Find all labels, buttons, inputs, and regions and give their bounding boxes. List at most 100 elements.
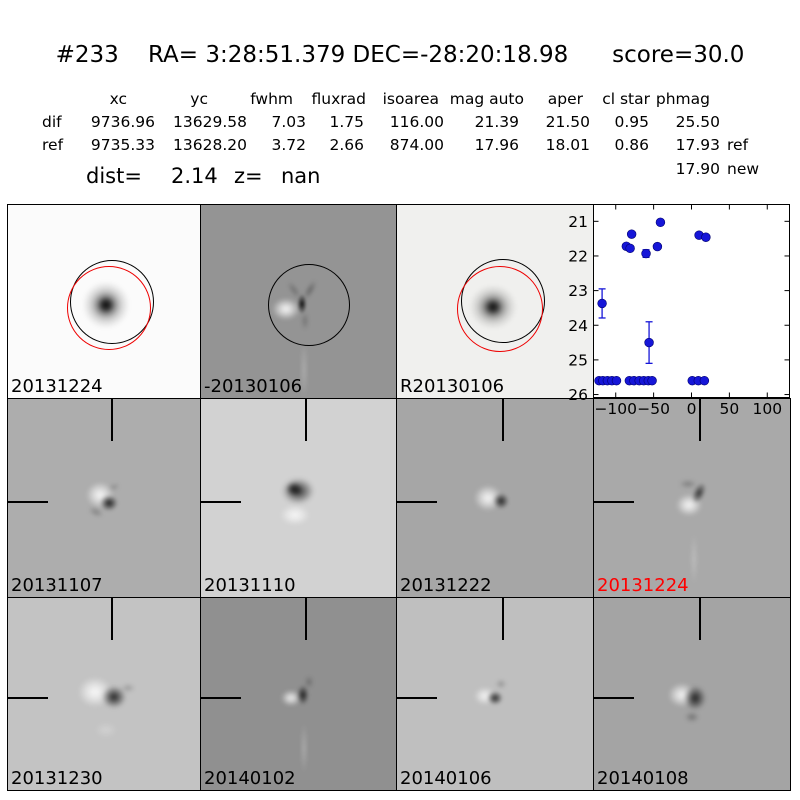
- blob-dark: [679, 480, 697, 488]
- data-point: [655, 217, 666, 228]
- error-bars: [595, 219, 710, 384]
- cutout-panel-20131110: 20131110: [200, 398, 397, 598]
- position-marker-horizontal: [594, 501, 634, 503]
- cutout-label-20140106: 20140106: [400, 768, 492, 789]
- data-point: [687, 375, 697, 386]
- data-points: [594, 217, 711, 386]
- cutout-panel-20131224: 20131224: [593, 398, 791, 598]
- blob-dark: [107, 482, 121, 492]
- aperture-circle-red: [67, 266, 151, 350]
- cell-ref-fwhm: 3.72: [271, 136, 306, 154]
- y-axis: [593, 220, 790, 396]
- cutout-label-20131110: 20131110: [204, 575, 296, 596]
- cutout-label-20140108: 20140108: [597, 768, 689, 789]
- position-marker-horizontal: [397, 501, 437, 503]
- data-point: [693, 375, 704, 386]
- cutout-label-20131222: 20131222: [400, 575, 492, 596]
- position-marker-vertical: [699, 399, 701, 441]
- cutout-panel-20140106: 20140106: [396, 597, 594, 791]
- data-point: [652, 241, 663, 252]
- data-point: [626, 229, 637, 239]
- x-axis: [615, 204, 768, 398]
- col-header-phmag: phmag: [655, 90, 710, 108]
- row-label-dif: dif: [42, 113, 62, 131]
- cell-ref-suffix: ref: [727, 136, 749, 154]
- cutout-label-20131230: 20131230: [11, 768, 103, 789]
- cell-ref-xc: 9735.33: [90, 136, 155, 154]
- cell-dif-aper: 21.50: [545, 113, 590, 131]
- cell-dif-phmag: 25.50: [675, 113, 720, 131]
- data-point: [629, 375, 639, 386]
- cutout-label-R20130106: R20130106: [400, 376, 505, 397]
- row-label-ref: ref: [42, 136, 64, 154]
- cell-dif-cl-star: 0.95: [614, 113, 649, 131]
- blob-dark: [100, 495, 118, 511]
- data-point: [699, 375, 710, 386]
- z-label: z=: [234, 164, 263, 188]
- cutout-label-20140102: 20140102: [204, 768, 296, 789]
- dist-value: 2.14: [171, 164, 218, 188]
- blob-light: [301, 722, 307, 774]
- cutout-panel-20140108: 20140108: [593, 597, 791, 791]
- aperture-circle-black: [268, 264, 350, 346]
- cell-ref-mag-auto: 17.96: [474, 136, 519, 154]
- data-point: [611, 375, 622, 386]
- blob-light: [95, 723, 117, 737]
- cell-ref-yc: 13628.20: [173, 136, 247, 154]
- col-header-fwhm: fwhm: [250, 90, 293, 108]
- cell-dif-fluxrad: 1.75: [329, 113, 364, 131]
- cell-ref-phmag: 17.93: [675, 136, 720, 154]
- blob-light: [301, 340, 307, 398]
- blob-dark: [286, 482, 302, 496]
- cell-ref-aper: 18.01: [545, 136, 590, 154]
- col-header-xc: xc: [109, 90, 127, 108]
- data-point: [644, 337, 654, 348]
- position-marker-vertical: [305, 399, 307, 441]
- cutout-panel-20131230: 20131230: [7, 597, 201, 791]
- position-marker-vertical: [699, 598, 701, 640]
- dist-label: dist=: [86, 164, 142, 188]
- position-marker-horizontal: [8, 501, 48, 503]
- data-point: [625, 243, 635, 254]
- cell-dif-mag-auto: 21.39: [474, 113, 519, 131]
- col-header-isoarea: isoarea: [382, 90, 439, 108]
- data-point: [701, 232, 711, 242]
- aperture-circle-red: [457, 266, 543, 352]
- plot-frame: [593, 204, 790, 398]
- blob-light: [280, 505, 310, 525]
- blob-dark: [121, 684, 135, 692]
- blob-dark: [487, 691, 503, 705]
- data-point: [597, 298, 607, 309]
- cutout-panel-20140102: 20140102: [200, 597, 397, 791]
- position-marker-vertical: [502, 399, 504, 441]
- data-point: [647, 375, 657, 386]
- data-point: [694, 230, 704, 240]
- cutout-panel-20131222: 20131222: [396, 398, 594, 598]
- cell-extra-suffix: new: [727, 160, 760, 178]
- cutout-label-20131224: 20131224: [597, 575, 689, 596]
- blob-dark: [102, 686, 126, 708]
- data-point: [639, 375, 649, 386]
- data-point: [607, 375, 617, 386]
- data-point: [643, 375, 654, 386]
- data-point: [602, 375, 613, 386]
- cell-dif-isoarea: 116.00: [389, 113, 444, 131]
- blob-dark: [305, 676, 313, 688]
- position-marker-vertical: [305, 598, 307, 640]
- cutout-label--20130106: -20130106: [204, 376, 303, 397]
- col-header-mag-auto: mag auto: [449, 90, 524, 108]
- position-marker-horizontal: [201, 501, 241, 503]
- data-point: [621, 241, 632, 251]
- blob-light: [281, 690, 301, 706]
- blob-light: [691, 533, 697, 585]
- data-point: [598, 375, 608, 386]
- cell-ref-cl-star: 0.86: [614, 136, 649, 154]
- blob-dark: [685, 712, 699, 722]
- position-marker-horizontal: [397, 697, 437, 699]
- col-header-fluxrad: fluxrad: [311, 90, 366, 108]
- cell-extra-phmag: 17.90: [675, 160, 720, 178]
- position-marker-horizontal: [594, 697, 634, 699]
- data-point: [641, 248, 651, 259]
- blob-dark: [496, 680, 506, 688]
- cell-ref-isoarea: 874.00: [389, 136, 444, 154]
